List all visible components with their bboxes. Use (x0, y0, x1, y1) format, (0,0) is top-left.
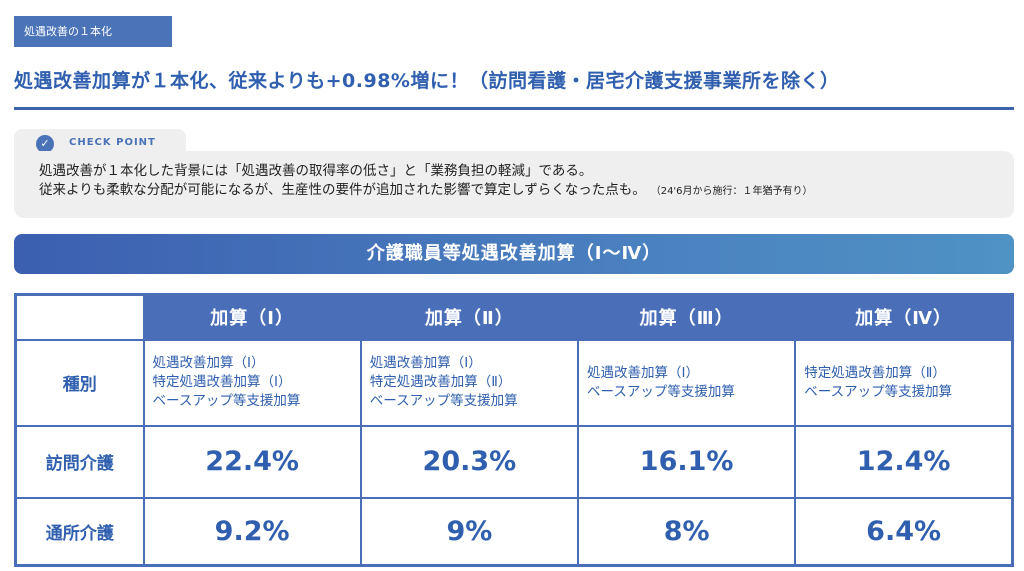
kind-cell-1: 処遇改善加算（Ⅰ） 特定処遇改善加算（Ⅰ） ベースアップ等支援加算 (142, 338, 362, 427)
kind-item: 特定処遇改善加算（Ⅰ） (152, 374, 292, 390)
kind-item: 処遇改善加算（Ⅰ） (369, 355, 482, 371)
row-label-home-visit: 訪問介護 (14, 424, 145, 499)
check-point-line-2: 従来よりも柔軟な分配が可能になるが、生産性の要件が追加された影響で算定しずらくな… (39, 181, 1014, 201)
row-label-day-service: 通所介護 (14, 496, 145, 567)
row-label-kind: 種別 (14, 338, 145, 427)
rate-value: 9% (359, 496, 580, 567)
column-header-2: 加算（Ⅱ） (359, 293, 580, 341)
rate-table: 加算（Ⅰ） 加算（Ⅱ） 加算（Ⅲ） 加算（Ⅳ） 種別 処遇改善加算（Ⅰ） 特定処… (14, 293, 1014, 567)
rate-value: 20.3% (359, 424, 580, 499)
rate-value: 22.4% (142, 424, 362, 499)
kind-item: ベースアップ等支援加算 (369, 393, 518, 409)
check-point-line-1: 処遇改善が１本化した背景には「処遇改善の取得率の低さ」と「業務負担の軽減」である… (39, 163, 593, 179)
column-header-4: 加算（Ⅳ） (794, 293, 1014, 341)
rate-value: 6.4% (794, 496, 1014, 567)
rate-value: 12.4% (794, 424, 1014, 499)
kind-item: 特定処遇改善加算（Ⅱ） (804, 364, 946, 381)
check-point-line-2-text: 従来よりも柔軟な分配が可能になるが、生産性の要件が追加された影響で算定しずらくな… (39, 182, 646, 198)
check-point-box: 処遇改善が１本化した背景には「処遇改善の取得率の低さ」と「業務負担の軽減」である… (14, 151, 1014, 218)
kind-item: ベースアップ等支援加算 (152, 393, 301, 409)
page-headline: 処遇改善加算が１本化、従来よりも+0.98%増に！（訪問看護・居宅介護支援事業所… (14, 70, 840, 92)
rate-value: 16.1% (576, 424, 797, 499)
rate-value: 9.2% (142, 496, 362, 567)
table-banner-title: 介護職員等処遇改善加算（Ⅰ〜Ⅳ） (14, 234, 1014, 274)
kind-item: ベースアップ等支援加算 (587, 383, 735, 400)
kind-cell-3: 処遇改善加算（Ⅰ） ベースアップ等支援加算 (576, 338, 797, 427)
column-header-3: 加算（Ⅲ） (576, 293, 797, 341)
kind-item: 特定処遇改善加算（Ⅱ） (369, 374, 512, 390)
kind-cell-2: 処遇改善加算（Ⅰ） 特定処遇改善加算（Ⅱ） ベースアップ等支援加算 (359, 338, 580, 427)
column-header-1: 加算（Ⅰ） (142, 293, 362, 341)
check-point-note: （24'6月から施行：１年猶予有り） (655, 186, 813, 197)
headline-underline (14, 107, 1014, 110)
rate-value: 8% (576, 496, 797, 567)
kind-item: 処遇改善加算（Ⅰ） (152, 355, 265, 371)
check-circle-icon: ✓ (36, 135, 54, 153)
kind-item: 処遇改善加算（Ⅰ） (587, 364, 699, 381)
table-corner (14, 293, 145, 341)
section-tag: 処遇改善の１本化 (14, 16, 172, 47)
kind-item: ベースアップ等支援加算 (804, 383, 953, 400)
kind-cell-4: 特定処遇改善加算（Ⅱ） ベースアップ等支援加算 (794, 338, 1014, 427)
check-point-label: CHECK POINT (69, 137, 156, 148)
